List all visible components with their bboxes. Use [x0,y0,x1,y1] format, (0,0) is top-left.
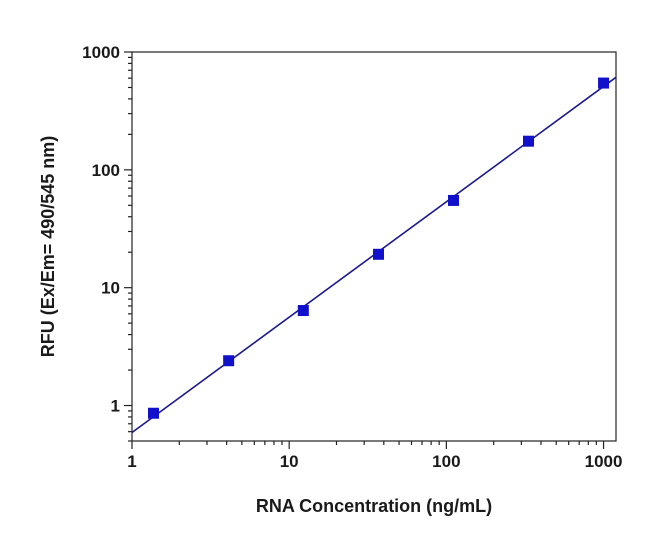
data-point [447,194,459,206]
x-tick-label: 1 [127,452,136,471]
data-point [147,407,159,419]
data-point [598,77,610,89]
plot-frame [131,51,617,442]
axes [131,51,617,442]
data-point [297,305,309,317]
y-tick-label: 10 [101,279,120,298]
y-axis-title: RFU (Ex/Em= 490/545 nm) [38,136,58,358]
x-tick-label: 10 [280,452,299,471]
y-tick-label: 1 [111,397,120,416]
data-point [372,248,384,260]
ticks: 1 10 100 1000 1 10 100 1000 [82,43,622,471]
x-tick-label: 1000 [585,452,623,471]
data-point [522,135,534,147]
x-tick-label: 100 [432,452,460,471]
y-tick-label: 1000 [82,43,120,62]
data-points [147,77,610,419]
data-point [223,355,235,367]
y-tick-label: 100 [92,161,120,180]
x-axis-title: RNA Concentration (ng/mL) [256,496,492,516]
